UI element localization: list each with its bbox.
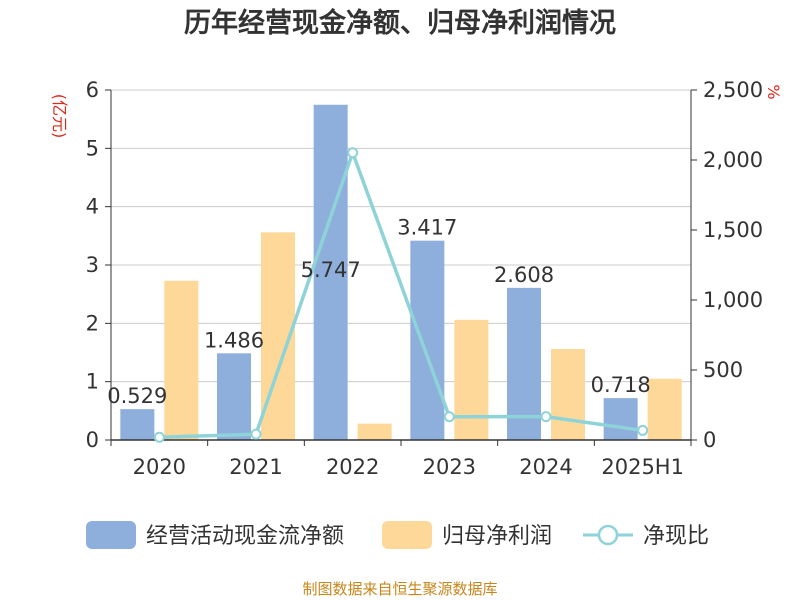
bar-net-profit [357,423,392,440]
y-left-tick-label: 3 [86,253,99,277]
y-left-tick-label: 5 [86,136,99,160]
cash-flow-data-label: 3.417 [397,216,457,240]
cash-flow-data-label: 1.486 [204,328,264,352]
y-right-tick-label: 500 [703,358,743,382]
cash-flow-data-label: 0.529 [107,384,167,408]
bar-net-profit [454,319,489,440]
y-right-tick-label: 2,500 [703,78,763,102]
legend-label: 归母净利润 [442,524,552,549]
y-left-unit: (亿元) [50,94,69,139]
legend-ratio: 净现比 [583,524,709,549]
y-right-tick-label: 2,000 [703,148,763,172]
x-tick-label: 2020 [133,455,186,479]
y-left-tick-label: 6 [86,78,99,102]
bar-cash-flow [120,409,155,440]
y-left-tick-label: 2 [86,311,99,335]
axes: 0 1 2 3 4 5 6 0 500 1,000 1,500 2,000 2,500 2020 2021 2… [86,78,764,479]
x-tick-label: 2023 [423,455,476,479]
legend-swatch [86,521,136,549]
y-right-unit: % [764,84,783,99]
cash-flow-data-label: 2.608 [494,263,554,287]
cash-flow-data-label: 5.747 [301,258,361,282]
bar-cash-flow [313,104,348,440]
bar-net-profit [164,280,199,440]
ratio-line-path [159,150,643,440]
x-tick-label: 2025H1 [601,455,684,479]
data-labels: 0.529 1.486 5.747 3.417 2.608 0.718 [107,216,650,408]
bar-cash-flow [217,353,251,440]
gridlines [111,89,691,383]
source-note: 制图数据来自恒生聚源数据库 [302,580,497,598]
y-left-tick-label: 1 [86,370,99,394]
legend-label: 经营活动现金流净额 [146,524,344,549]
cash-flow-data-label: 0.718 [591,373,651,397]
ratio-point [250,428,262,440]
y-right-tick-label: 0 [703,428,716,452]
x-tick-label: 2021 [229,455,282,479]
ratio-point [443,411,455,423]
legend: 经营活动现金流净额 归母净利润 净现比 [86,521,709,549]
y-left-tick-label: 0 [86,428,99,452]
chart-title: 历年经营现金净额、归母净利润情况 [184,7,616,39]
y-right-tick-label: 1,000 [703,288,763,312]
bar-net-profit [647,378,682,440]
bar-cash-flow [507,287,541,440]
legend-cash-flow: 经营活动现金流净额 [86,521,344,549]
legend-marker [597,524,619,546]
legend-swatch [382,521,432,549]
bar-cash-flow [410,240,445,440]
x-tick-label: 2024 [519,455,572,479]
bar-cash-flow [603,398,638,440]
legend-net-profit: 归母净利润 [382,521,552,549]
bar-net-profit [551,349,585,440]
ratio-point [347,147,359,159]
legend-label: 净现比 [643,524,709,549]
y-left-tick-label: 4 [86,195,99,219]
y-right-tick-label: 1,500 [703,218,763,242]
ratio-point [540,411,552,423]
ratio-point [153,431,165,443]
ratio-point [637,424,649,436]
ratio-line [153,147,649,443]
bars [120,104,682,440]
x-tick-label: 2022 [326,455,379,479]
